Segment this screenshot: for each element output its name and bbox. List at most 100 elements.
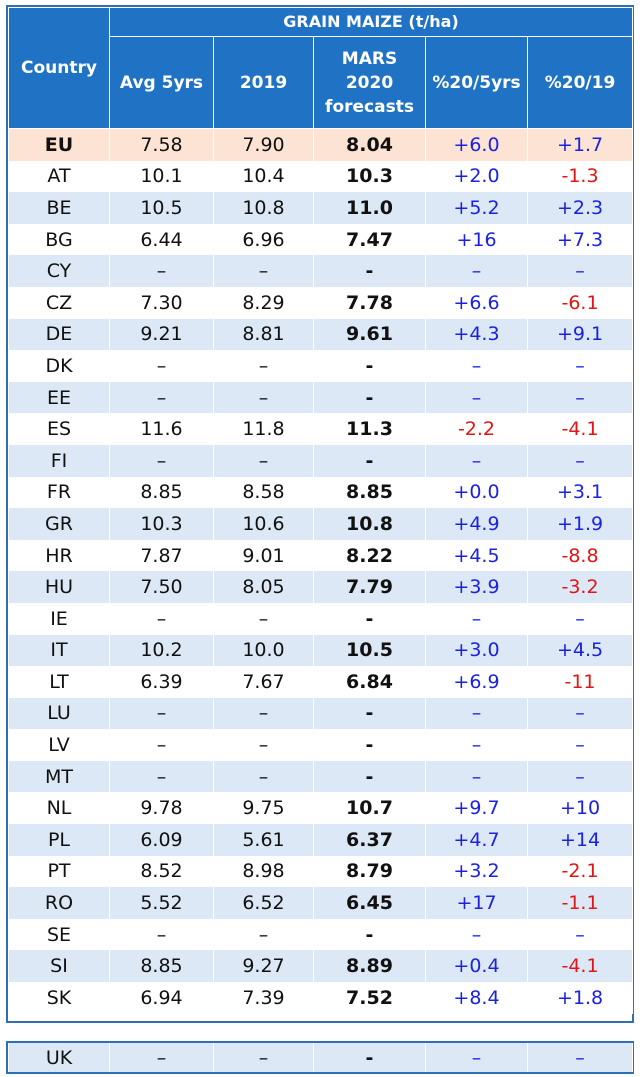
cell-forecast: 6.84	[313, 666, 426, 698]
cell-pct-2019: –	[526, 255, 634, 287]
cell-pct-2019: -8.8	[526, 539, 634, 572]
cell-forecast: 8.85	[313, 476, 426, 509]
table-body: EU 7.58 7.90 8.04 +6.0 +1.7 AT 10.1 10.4 10.3 +2.0…	[8, 128, 634, 1014]
cell-2019: 8.98	[213, 855, 314, 888]
header-pct-2019: %20/19	[526, 36, 634, 129]
cell-avg-5yrs: 6.09	[109, 824, 214, 856]
cell-2019: 9.75	[213, 792, 314, 825]
cell-avg-5yrs: 8.85	[109, 950, 214, 983]
cell-pct-2019: +3.1	[526, 476, 634, 509]
table-row: GR 10.3 10.6 10.8 +4.9 +1.9	[8, 508, 634, 540]
cell-pct-2019: +1.9	[526, 508, 634, 540]
cell-avg-5yrs: 8.85	[109, 476, 214, 509]
table-row-uk: UK – – - – –	[8, 1043, 633, 1072]
cell-forecast: -	[313, 381, 426, 414]
table-row: IE – – - – –	[8, 602, 634, 635]
cell-country: SE	[8, 918, 110, 951]
cell-2019: –	[213, 444, 314, 477]
cell-forecast: 8.89	[313, 950, 426, 983]
cell-2019: –	[213, 1043, 314, 1072]
cell-country: GR	[8, 508, 110, 540]
header-2019: 2019	[213, 36, 314, 129]
cell-2019: 7.39	[213, 982, 314, 1014]
cell-pct-2019: -11	[526, 666, 634, 698]
cell-forecast: 8.79	[313, 855, 426, 888]
cell-2019: 6.96	[213, 223, 314, 256]
header-forecast-line2: 2020	[345, 72, 394, 93]
cell-forecast: 10.7	[313, 792, 426, 825]
cell-2019: –	[213, 697, 314, 730]
cell-country: CZ	[8, 286, 110, 319]
table-row: HR 7.87 9.01 8.22 +4.5 -8.8	[8, 539, 634, 572]
table-row: PL 6.09 5.61 6.37 +4.7 +14	[8, 824, 634, 856]
cell-avg-5yrs: 6.39	[109, 666, 214, 698]
cell-pct-5yrs: –	[425, 760, 528, 793]
table-row: IT 10.2 10.0 10.5 +3.0 +4.5	[8, 634, 634, 667]
cell-pct-2019: +1.7	[526, 128, 634, 161]
cell-pct-2019: –	[526, 760, 634, 793]
cell-avg-5yrs: 10.3	[109, 508, 214, 540]
cell-avg-5yrs: 7.50	[109, 571, 214, 603]
table-row: CZ 7.30 8.29 7.78 +6.6 -6.1	[8, 286, 634, 319]
cell-pct-5yrs: –	[425, 444, 528, 477]
cell-country: BG	[8, 223, 110, 256]
table-row: SE – – - – –	[8, 918, 634, 951]
cell-forecast: -	[313, 602, 426, 635]
cell-2019: –	[213, 760, 314, 793]
cell-country: MT	[8, 760, 110, 793]
table-row: HU 7.50 8.05 7.79 +3.9 -3.2	[8, 571, 634, 603]
cell-forecast: -	[313, 1043, 426, 1072]
cell-pct-2019: –	[526, 918, 634, 951]
cell-pct-2019: –	[526, 350, 634, 382]
cell-country: IT	[8, 634, 110, 667]
cell-2019: 9.27	[213, 950, 314, 983]
cell-pct-5yrs: +4.5	[425, 539, 528, 572]
cell-pct-2019: -1.1	[526, 887, 634, 919]
cell-forecast: -	[313, 729, 426, 761]
table-row: FR 8.85 8.58 8.85 +0.0 +3.1	[8, 476, 634, 509]
cell-pct-5yrs: –	[425, 697, 528, 730]
cell-2019: 7.67	[213, 666, 314, 698]
cell-forecast: -	[313, 697, 426, 730]
cell-forecast: 7.47	[313, 223, 426, 256]
header-country: Country	[8, 7, 110, 129]
cell-country: NL	[8, 792, 110, 825]
header-forecast-line3: forecasts	[325, 96, 414, 117]
cell-avg-5yrs: 10.2	[109, 634, 214, 667]
cell-pct-5yrs: +5.2	[425, 192, 528, 224]
cell-avg-5yrs: 7.87	[109, 539, 214, 572]
table-row: SI 8.85 9.27 8.89 +0.4 -4.1	[8, 950, 634, 983]
grain-maize-table: Country GRAIN MAIZE (t/ha) Avg 5yrs 2019…	[6, 5, 634, 1023]
cell-2019: 5.61	[213, 824, 314, 856]
cell-country: BE	[8, 192, 110, 224]
cell-2019: 8.81	[213, 318, 314, 351]
cell-forecast: -	[313, 918, 426, 951]
cell-country: SI	[8, 950, 110, 983]
cell-2019: 8.29	[213, 286, 314, 319]
cell-avg-5yrs: 9.78	[109, 792, 214, 825]
cell-2019: 8.05	[213, 571, 314, 603]
cell-country: ES	[8, 413, 110, 445]
cell-forecast: 10.8	[313, 508, 426, 540]
table-row: EE – – - – –	[8, 381, 634, 414]
cell-pct-2019: –	[526, 729, 634, 761]
cell-pct-5yrs: –	[425, 350, 528, 382]
cell-forecast: 10.3	[313, 160, 426, 193]
table-row: RO 5.52 6.52 6.45 +17 -1.1	[8, 887, 634, 919]
cell-country: FR	[8, 476, 110, 509]
cell-avg-5yrs: –	[109, 918, 214, 951]
header-avg-5yrs: Avg 5yrs	[109, 36, 214, 129]
cell-forecast: 10.5	[313, 634, 426, 667]
cell-avg-5yrs: 8.52	[109, 855, 214, 888]
cell-pct-5yrs: +0.4	[425, 950, 528, 983]
table-row: ES 11.6 11.8 11.3 -2.2 -4.1	[8, 413, 634, 445]
cell-forecast: 11.3	[313, 413, 426, 445]
cell-forecast: 7.78	[313, 286, 426, 319]
cell-country: DK	[8, 350, 110, 382]
table-row: BG 6.44 6.96 7.47 +16 +7.3	[8, 223, 634, 256]
cell-2019: 6.52	[213, 887, 314, 919]
cell-avg-5yrs: 9.21	[109, 318, 214, 351]
cell-pct-5yrs: –	[425, 729, 528, 761]
cell-pct-2019: -1.3	[526, 160, 634, 193]
cell-avg-5yrs: –	[109, 602, 214, 635]
